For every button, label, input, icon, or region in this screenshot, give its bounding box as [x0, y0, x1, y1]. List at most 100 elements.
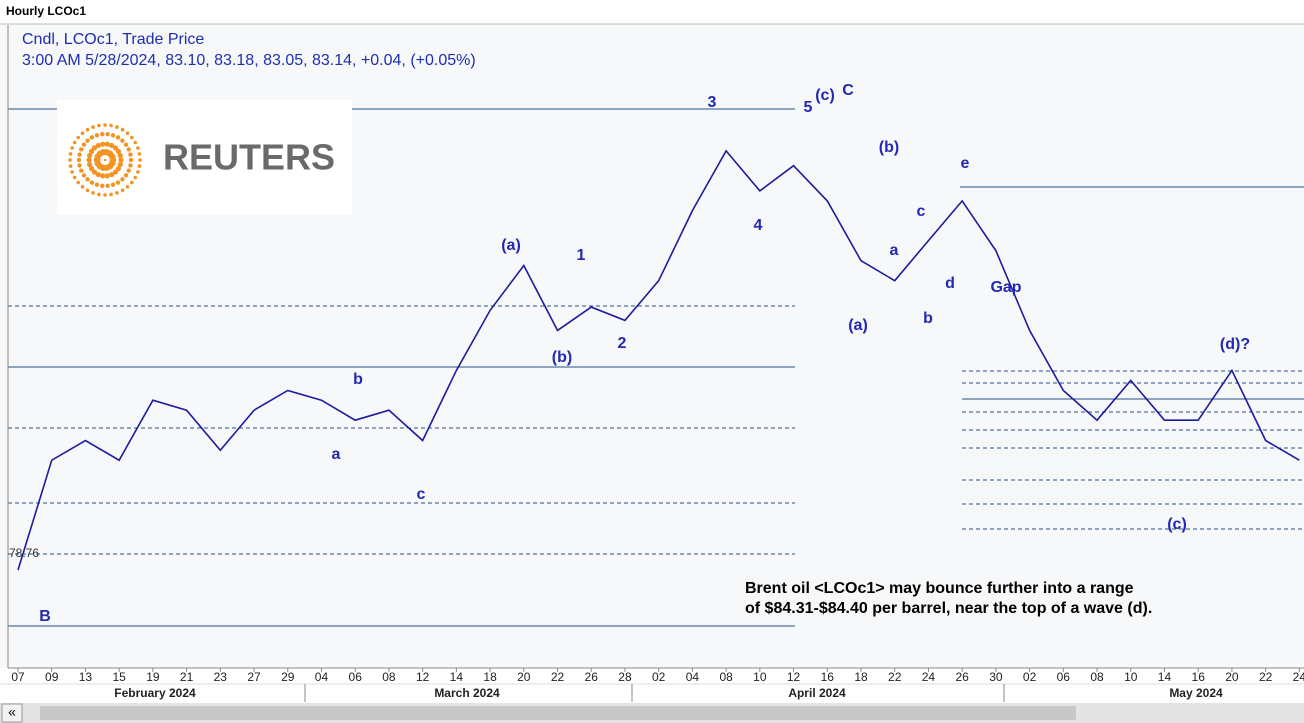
logo-dot — [68, 152, 73, 156]
logo-dot — [115, 191, 119, 195]
logo-dot — [125, 131, 130, 135]
scroll-button-label: « — [8, 704, 16, 720]
logo-dot — [128, 157, 134, 163]
logo-dot — [91, 145, 98, 151]
logo-dot — [81, 142, 87, 147]
scroll-button[interactable] — [1, 703, 23, 723]
x-tick-label: 13 — [79, 670, 93, 684]
wave-label: (b) — [879, 139, 899, 156]
logo-dot — [79, 147, 84, 152]
logo-dot — [112, 169, 119, 175]
x-tick-label: 26 — [955, 670, 969, 684]
wave-label: (a) — [848, 317, 868, 334]
logo-dot — [94, 133, 100, 138]
logo-dot — [95, 171, 101, 178]
wave-label: e — [961, 155, 970, 172]
chart-subtitle: 3:00 AM 5/28/2024, 83.10, 83.18, 83.05, … — [22, 52, 476, 69]
x-tick-label: 10 — [1124, 670, 1138, 684]
wave-label: c — [417, 486, 426, 503]
logo-dot — [70, 170, 74, 174]
logo-dot — [126, 168, 131, 173]
logo-dot — [126, 147, 131, 152]
month-label: May 2024 — [1169, 686, 1223, 700]
logo-dot — [109, 153, 116, 160]
logo-dot — [110, 182, 116, 187]
logo-dot — [97, 192, 101, 197]
month-label: February 2024 — [114, 686, 196, 700]
x-tick-label: 08 — [1090, 670, 1104, 684]
wave-label: b — [353, 371, 363, 388]
level-label: 78.76 — [9, 546, 39, 560]
wave-label: (b) — [552, 349, 572, 366]
x-tick-label: 26 — [585, 670, 599, 684]
logo-dot — [120, 177, 125, 182]
x-tick-label: 28 — [618, 670, 632, 684]
x-tick-label: 04 — [315, 670, 329, 684]
wave-label: (d)? — [1220, 336, 1250, 353]
logo-dot — [118, 157, 124, 163]
wave-label: (c) — [1167, 516, 1187, 533]
month-label: March 2024 — [434, 686, 500, 700]
logo-mark — [68, 123, 142, 197]
logo-dot — [104, 141, 110, 147]
logo-dot — [115, 166, 122, 172]
logo-dot — [76, 180, 80, 185]
x-tick-label: 12 — [787, 670, 801, 684]
x-tick-label: 06 — [1057, 670, 1071, 684]
logo-dot — [123, 142, 129, 147]
logo-dot — [76, 157, 82, 163]
logo-dot — [72, 175, 77, 180]
logo-dot — [117, 152, 123, 159]
wave-label: d — [945, 275, 955, 292]
month-label: April 2024 — [788, 686, 846, 700]
x-tick-label: 24 — [1293, 670, 1304, 684]
x-tick-label: 02 — [1023, 670, 1037, 684]
x-tick-label: 08 — [719, 670, 733, 684]
logo-dot — [120, 127, 125, 132]
wave-label: 2 — [618, 335, 627, 352]
wave-label: a — [890, 242, 899, 259]
logo-dot — [86, 157, 92, 163]
logo-dot — [115, 148, 122, 154]
x-tick-label: 10 — [753, 670, 767, 684]
logo-dot — [130, 180, 134, 185]
logo-dot — [104, 159, 106, 161]
logo-dot — [88, 166, 95, 172]
logo-dot — [109, 142, 115, 149]
logo-dot — [100, 173, 106, 179]
x-tick-label: 14 — [1158, 670, 1172, 684]
logo-dot — [91, 191, 95, 195]
x-tick-label: 14 — [450, 670, 464, 684]
logo-dot — [81, 173, 87, 178]
logo-dot — [68, 158, 72, 162]
x-tick-label: 16 — [1192, 670, 1206, 684]
logo-dot — [110, 133, 116, 138]
logo-dot — [112, 145, 119, 151]
x-tick-label: 22 — [1259, 670, 1273, 684]
logo-dot — [138, 158, 142, 162]
logo-dot — [109, 123, 113, 128]
x-tick-label: 23 — [214, 670, 228, 684]
logo-dot — [136, 146, 140, 150]
logo-dot — [104, 173, 110, 179]
logo-dot — [68, 164, 73, 168]
x-tick-label: 21 — [180, 670, 194, 684]
logo-dot — [136, 170, 140, 174]
scroll-thumb[interactable] — [40, 706, 1076, 720]
x-tick-label: 06 — [349, 670, 363, 684]
x-tick-label: 29 — [281, 670, 295, 684]
logo-dot — [87, 152, 93, 159]
logo-dot — [133, 140, 138, 145]
logo-dot — [137, 152, 142, 156]
logo-dot — [85, 188, 90, 193]
x-tick-label: 30 — [989, 670, 1003, 684]
plot — [17, 149, 1300, 571]
logo-dot — [80, 185, 85, 189]
logo-dot — [95, 142, 101, 149]
logo-dot — [128, 152, 133, 157]
logo-dot — [94, 182, 100, 187]
x-tick-label: 20 — [1225, 670, 1239, 684]
wave-label: 1 — [577, 247, 586, 264]
x-tick-label: 08 — [382, 670, 396, 684]
